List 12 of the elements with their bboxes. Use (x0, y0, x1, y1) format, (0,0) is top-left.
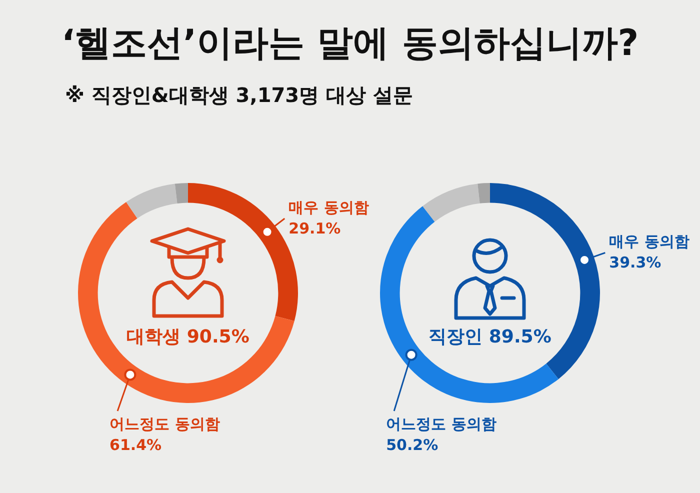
chart-subtitle: ※ 직장인&대학생 3,173명 대상 설문 (65, 82, 413, 108)
data-label: 29.1% (288, 219, 341, 238)
chart-title: ‘헬조선’이라는 말에 동의하십니까? (60, 22, 640, 66)
data-label: 50.2% (386, 436, 438, 454)
slice-label: 어느정도 동의함 (386, 414, 496, 433)
slice-label: 매우 동의함 (609, 232, 690, 251)
text: 대학생 90.5% (126, 326, 250, 348)
data-label: 61.4% (110, 436, 162, 454)
text: 직장인 89.5% (428, 326, 552, 348)
slice-label: 매우 동의함 (288, 198, 369, 216)
data-label: 39.3% (609, 254, 662, 272)
slice-label: 어느정도 동의함 (110, 414, 220, 433)
